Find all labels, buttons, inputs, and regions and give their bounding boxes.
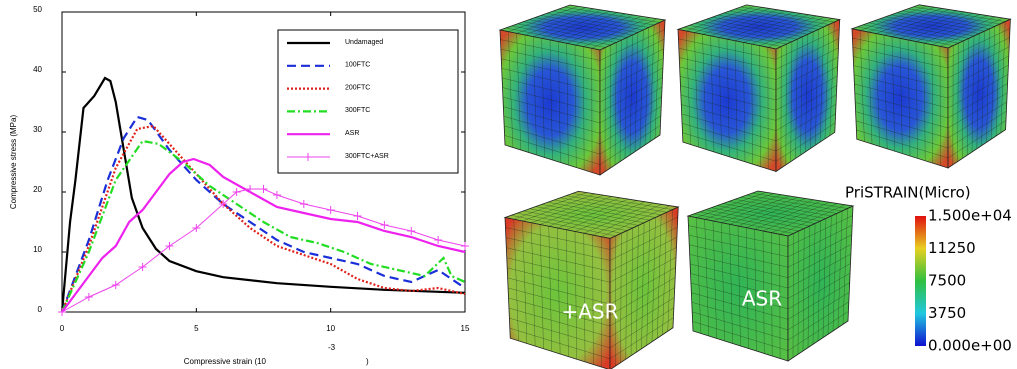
- legend-box: [278, 30, 458, 173]
- colorbar-label: 1.500e+04: [928, 207, 1012, 225]
- x-axis-label: Compressive strain (10: [184, 357, 267, 366]
- legend-label: Undamaged: [345, 39, 383, 46]
- colorbar-label: 11250: [928, 239, 976, 257]
- x-axis-label-exponent: -3: [328, 343, 336, 352]
- data-marker: [380, 221, 388, 229]
- y-tick-label: 10: [33, 245, 42, 254]
- y-tick-label: 40: [33, 65, 42, 74]
- x-tick-label: 0: [60, 324, 65, 333]
- legend-label: ASR: [345, 130, 359, 137]
- data-marker: [327, 206, 335, 214]
- cube-label: ASR: [742, 287, 782, 311]
- x-axis-label-end: ): [366, 357, 369, 366]
- data-marker: [407, 227, 415, 235]
- colorbar-label: 7500: [928, 272, 966, 290]
- x-tick-label: 15: [461, 324, 470, 333]
- data-marker: [260, 185, 268, 193]
- cube-face: [678, 29, 776, 171]
- y-tick-label: 30: [33, 125, 42, 134]
- colorbar-title: PriSTRAIN(Micro): [845, 184, 971, 202]
- y-tick-label: 50: [33, 5, 42, 14]
- data-marker: [300, 200, 308, 208]
- cube-face: [852, 29, 948, 168]
- data-marker: [273, 191, 281, 199]
- colorbar-label: 3750: [928, 304, 966, 322]
- cube-face: [500, 30, 600, 175]
- data-marker: [112, 281, 120, 289]
- data-marker: [434, 236, 442, 244]
- data-marker: [246, 185, 254, 193]
- y-tick-label: 20: [33, 185, 42, 194]
- cube-label: +ASR: [561, 300, 618, 324]
- x-tick-label: 10: [326, 324, 335, 333]
- data-line: [62, 189, 465, 312]
- legend-label: 300FTC+ASR: [345, 153, 389, 160]
- y-axis-label: Compressive stress (MPa): [9, 115, 18, 210]
- data-marker: [354, 212, 362, 220]
- legend-label: 200FTC: [345, 84, 370, 91]
- data-marker: [461, 242, 469, 250]
- x-tick-label: 5: [194, 324, 199, 333]
- colorbar: [915, 216, 926, 346]
- data-line: [62, 159, 465, 312]
- data-marker: [85, 293, 93, 301]
- legend-label: 100FTC: [345, 62, 370, 69]
- cube-face: [505, 218, 610, 369]
- legend-label: 300FTC: [345, 107, 370, 114]
- figure: Compressive stress (MPa) Compressive str…: [0, 0, 1017, 369]
- y-tick-label: 0: [38, 305, 43, 314]
- colorbar-label: 0.000e+00: [928, 337, 1012, 355]
